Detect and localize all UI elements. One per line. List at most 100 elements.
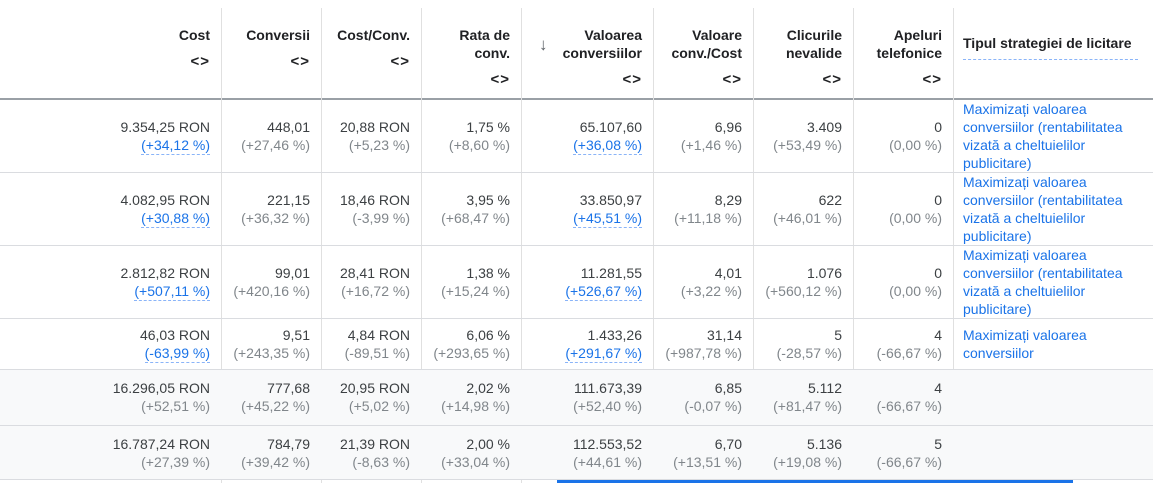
cell-delta: (-3,99 %) (352, 210, 410, 226)
cell-delta: (+39,42 %) (241, 454, 310, 470)
cell-value: 99,01 (274, 265, 310, 281)
header-label-line1: Clicurile (786, 27, 842, 43)
resize-arrows-icon[interactable]: <> (490, 71, 510, 88)
cell-phone-calls: 4 (-66,67 %) (853, 370, 953, 425)
cell-delta[interactable]: (+291,67 %) (565, 345, 642, 363)
resize-arrows-icon[interactable]: <> (822, 71, 842, 88)
table-row: 9.354,25 RON (+34,12 %) 448,01 (+27,46 %) 20… (0, 100, 1153, 173)
cell-delta[interactable]: (+45,51 %) (573, 210, 642, 228)
column-header-conv-value[interactable]: ↓ Valoarea conversiilor <> (521, 0, 653, 98)
cell-cost: 46,03 RON (-63,99 %) (8, 319, 221, 369)
cell-invalid-clicks: 622 (+46,01 %) (753, 173, 853, 245)
cell-value: 448,01 (267, 119, 310, 135)
cell-delta: (+53,49 %) (773, 137, 842, 153)
cell-value: 6,70 (714, 436, 742, 452)
cell-conversions: 9,51 (+243,35 %) (221, 319, 321, 369)
cell-delta[interactable]: (+526,67 %) (565, 283, 642, 301)
resize-arrows-icon[interactable]: <> (722, 71, 742, 88)
cell-conversions: 784,79 (+39,42 %) (221, 426, 321, 479)
column-header-bid-strategy[interactable]: Tipul strategiei de licitare (953, 0, 1153, 98)
cell-value: 6,06 % (466, 327, 510, 343)
cell-value: 4,84 RON (347, 327, 410, 343)
cell-value-per-cost: 6,96 (+1,46 %) (653, 100, 753, 172)
cell-conv-rate: 1,38 % (+15,24 %) (421, 246, 521, 318)
bid-strategy-link[interactable]: Maximizați valoarea conversiilor (rentab… (963, 174, 1123, 244)
cell-delta: (-66,67 %) (876, 454, 942, 470)
cell-value: 28,41 RON (339, 265, 410, 281)
cell-delta: (+1,46 %) (680, 137, 742, 153)
cell-conv-rate: 1,75 % (+8,60 %) (421, 100, 521, 172)
cell-value-per-cost: 4,01 (+3,22 %) (653, 246, 753, 318)
cell-invalid-clicks: 5.112 (+81,47 %) (753, 370, 853, 425)
cell-value: 5 (834, 327, 842, 343)
table-header: Cost <> Conversii <> Cost/Conv. <> Rata … (0, 0, 1153, 100)
cell-delta[interactable]: (+36,08 %) (573, 137, 642, 155)
bid-strategy-link[interactable]: Maximizați valoarea conversiilor (rentab… (963, 247, 1123, 317)
cell-value: 46,03 RON (139, 327, 210, 343)
cell-delta: (+27,46 %) (241, 137, 310, 153)
cell-value: 31,14 (706, 327, 742, 343)
cell-value: 4 (934, 327, 942, 343)
cell-delta: (+52,51 %) (141, 398, 210, 414)
cell-conv-rate: 2,00 % (+33,04 %) (421, 426, 521, 479)
cell-value: 6,96 (714, 119, 742, 135)
column-header-value-per-cost[interactable]: Valoare conv./Cost <> (653, 0, 753, 98)
cell-delta: (0,00 %) (889, 137, 942, 153)
bid-strategy-link[interactable]: Maximizați valoarea conversiilor (rentab… (963, 101, 1123, 171)
column-header-invalid-clicks[interactable]: Clicurile nevalide <> (753, 0, 853, 98)
cell-delta: (0,00 %) (889, 210, 942, 226)
cell-value: 1.433,26 (587, 327, 643, 343)
cell-delta: (+243,35 %) (233, 345, 310, 361)
cell-value: 0 (934, 119, 942, 135)
cell-delta: (+5,02 %) (348, 398, 410, 414)
horizontal-scrollbar[interactable] (557, 480, 1073, 483)
resize-arrows-icon[interactable]: <> (290, 53, 310, 70)
cell-value: 784,79 (267, 436, 310, 452)
total-row: 16.296,05 RON (+52,51 %) 777,68 (+45,22 %) 2… (0, 370, 1153, 426)
resize-arrows-icon[interactable]: <> (622, 71, 642, 88)
cell-delta: (0,00 %) (889, 283, 942, 299)
cell-conv-value: 112.553,52 (+44,61 %) (521, 426, 653, 479)
cell-value: 2,00 % (466, 436, 510, 452)
cell-value: 4,01 (714, 265, 742, 281)
cell-delta: (-89,51 %) (344, 345, 410, 361)
cell-value: 65.107,60 (579, 119, 642, 135)
cell-delta[interactable]: (+34,12 %) (141, 137, 210, 155)
cell-value: 21,39 RON (339, 436, 410, 452)
column-header-cost-per-conv[interactable]: Cost/Conv. <> (321, 0, 421, 98)
cell-delta: (+36,32 %) (241, 210, 310, 226)
header-label: nevalide (785, 45, 842, 61)
cell-cost: 2.812,82 RON (+507,11 %) (8, 246, 221, 318)
cell-delta: (-28,57 %) (776, 345, 842, 361)
resize-arrows-icon[interactable]: <> (190, 53, 210, 70)
resize-arrows-icon[interactable]: <> (922, 71, 942, 88)
cell-invalid-clicks: 5.136 (+19,08 %) (753, 426, 853, 479)
cell-invalid-clicks: 3.409 (+53,49 %) (753, 100, 853, 172)
cell-conversions: 99,01 (+420,16 %) (221, 246, 321, 318)
cell-delta[interactable]: (+30,88 %) (141, 210, 210, 228)
cell-phone-calls: 0 (0,00 %) (853, 173, 953, 245)
column-header-cost[interactable]: Cost <> (8, 0, 221, 98)
cell-delta[interactable]: (-63,99 %) (144, 345, 210, 363)
column-header-conversions[interactable]: Conversii <> (221, 0, 321, 98)
column-header-conv-rate[interactable]: Rata de conv. <> (421, 0, 521, 98)
header-label-line1: Valoare (692, 27, 742, 43)
cell-invalid-clicks: 1.076 (+560,12 %) (753, 246, 853, 318)
cell-delta: (+5,23 %) (348, 137, 410, 153)
cell-conv-value: 1.433,26 (+291,67 %) (521, 319, 653, 369)
header-label: telefonice (876, 45, 942, 61)
cell-delta: (+46,01 %) (773, 210, 842, 226)
bid-strategy-link[interactable]: Maximizați valoarea conversiilor (963, 327, 1087, 361)
cell-value: 3.409 (806, 119, 842, 135)
cell-value: 9,51 (282, 327, 310, 343)
cell-conversions: 448,01 (+27,46 %) (221, 100, 321, 172)
column-header-phone-calls[interactable]: Apeluri telefonice <> (853, 0, 953, 98)
cell-conversions: 221,15 (+36,32 %) (221, 173, 321, 245)
resize-arrows-icon[interactable]: <> (390, 53, 410, 70)
cell-invalid-clicks: 5 (-28,57 %) (753, 319, 853, 369)
sort-descending-icon[interactable]: ↓ (539, 35, 548, 54)
cell-delta[interactable]: (+507,11 %) (134, 283, 210, 301)
cell-cost-conv: 20,95 RON (+5,02 %) (321, 370, 421, 425)
cell-delta: (-66,67 %) (876, 398, 942, 414)
cell-value: 1,75 % (466, 119, 510, 135)
